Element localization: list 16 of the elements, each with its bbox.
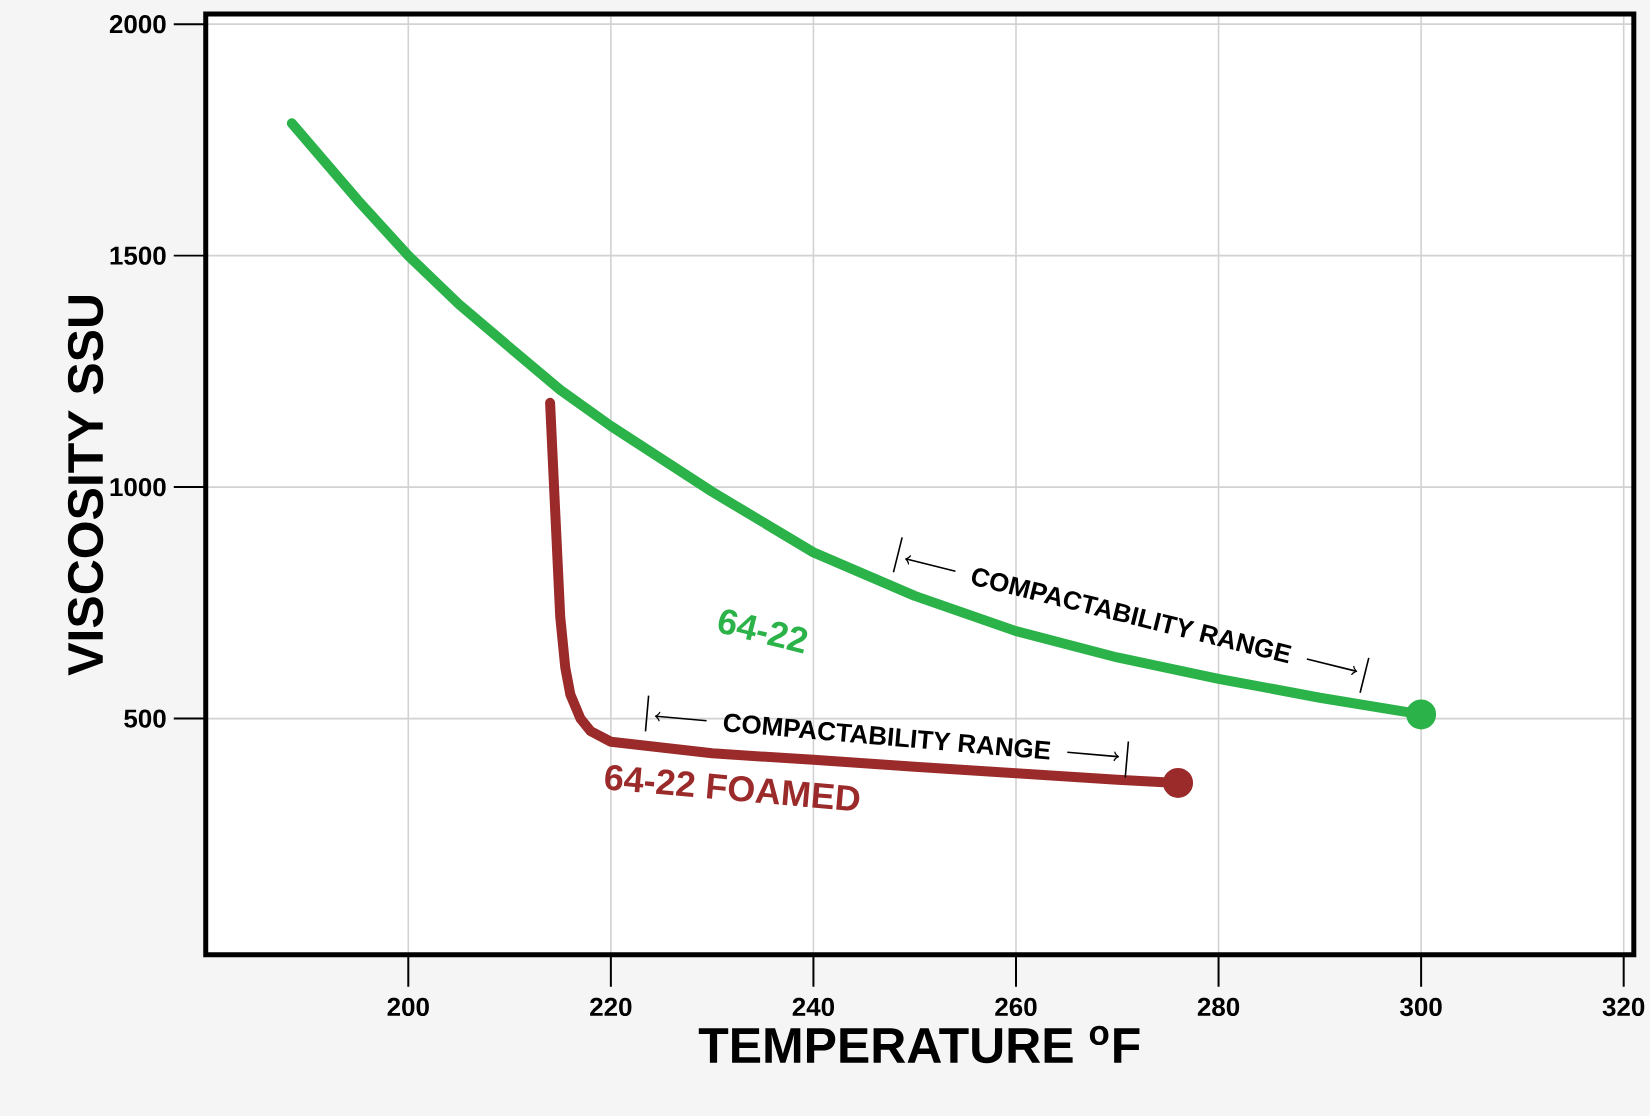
x-tick-label: 220 xyxy=(590,997,632,1016)
y-tick-label: 2000 xyxy=(109,14,166,34)
x-axis-title: TEMPERATURE $^{o}$F xyxy=(698,1025,1140,1063)
series-label: 64-22 FOAMED xyxy=(605,764,860,811)
y-tick-label: 1000 xyxy=(110,477,166,497)
annotation: COMPACTABILITY RANGE xyxy=(723,713,1051,760)
y-tick-label: 500 xyxy=(124,709,166,728)
x-tick-label: 280 xyxy=(1197,997,1240,1016)
x-tick-label: 200 xyxy=(387,997,429,1016)
x-tick-label: 240 xyxy=(792,997,835,1016)
y-tick-label: 1500 xyxy=(110,246,166,265)
x-tick-label: 260 xyxy=(995,997,1037,1016)
x-tick-label: 300 xyxy=(1400,997,1442,1016)
y-axis-title: VISCOSITY SSU xyxy=(67,295,104,676)
x-tick-label: 320 xyxy=(1602,997,1645,1016)
text: 64-22 xyxy=(718,609,808,654)
